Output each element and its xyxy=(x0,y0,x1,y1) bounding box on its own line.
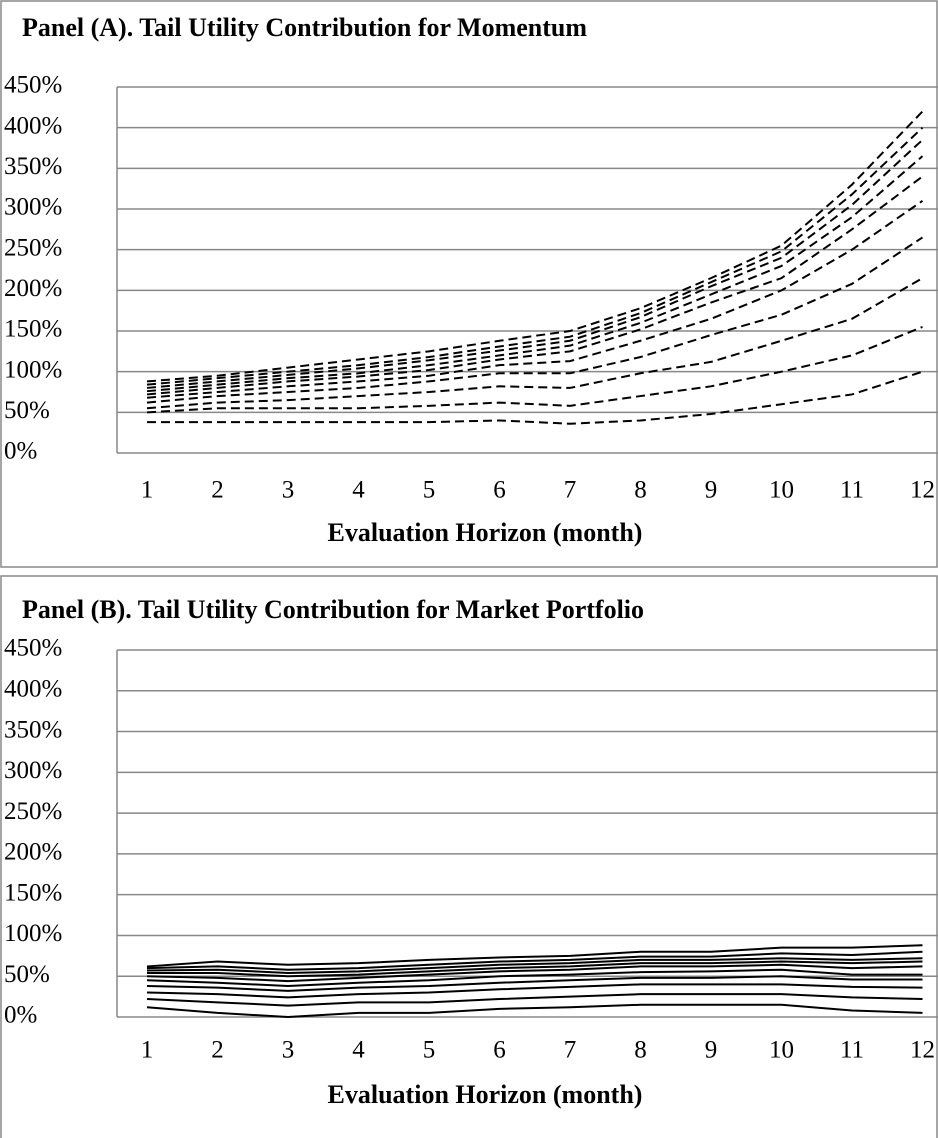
data-line xyxy=(147,960,923,978)
y-tick-label: 200% xyxy=(4,839,62,866)
x-tick-label: 1 xyxy=(141,1037,154,1064)
x-tick-label: 2 xyxy=(211,477,224,504)
y-tick-label: 350% xyxy=(4,153,62,180)
x-tick-label: 3 xyxy=(282,1037,295,1064)
chart-title: Panel (B). Tail Utility Contribution for… xyxy=(22,595,644,624)
y-tick-label: 450% xyxy=(4,635,62,662)
y-tick-label: 50% xyxy=(4,961,50,988)
data-line xyxy=(146,139,924,389)
x-tick-label: 10 xyxy=(769,1037,794,1064)
data-line xyxy=(146,950,923,971)
x-tick-label: 12 xyxy=(910,1037,935,1064)
chart-title: Panel (A). Tail Utility Contribution for… xyxy=(22,13,587,42)
x-tick-label: 5 xyxy=(423,1037,436,1064)
y-tick-label: 250% xyxy=(4,798,62,825)
y-tick-label: 200% xyxy=(4,275,62,302)
x-tick-label: 4 xyxy=(352,1037,365,1064)
y-tick-label: 0% xyxy=(4,438,37,465)
x-tick-label: 11 xyxy=(840,1037,864,1064)
y-tick-label: 100% xyxy=(4,920,62,947)
data-line xyxy=(146,1003,923,1019)
data-line xyxy=(146,968,923,988)
chart-panel: Panel (A). Tail Utility Contribution for… xyxy=(0,0,938,568)
x-tick-label: 6 xyxy=(493,477,506,504)
data-line xyxy=(146,963,923,983)
y-tick-label: 250% xyxy=(4,234,62,261)
data-line xyxy=(146,200,924,399)
y-tick-label: 450% xyxy=(4,72,62,99)
x-tick-label: 8 xyxy=(634,477,647,504)
x-tick-label: 1 xyxy=(141,477,154,504)
x-tick-label: 9 xyxy=(705,1037,718,1064)
x-axis-title: Evaluation Horizon (month) xyxy=(328,1080,643,1109)
x-tick-label: 7 xyxy=(564,477,577,504)
y-tick-label: 300% xyxy=(4,757,62,784)
y-tick-label: 150% xyxy=(4,879,62,906)
data-line xyxy=(146,993,923,1007)
y-tick-label: 400% xyxy=(4,676,62,703)
data-line xyxy=(146,326,923,414)
data-line xyxy=(146,175,924,396)
data-line xyxy=(146,110,924,383)
x-tick-label: 6 xyxy=(493,1037,506,1064)
panel-border xyxy=(0,0,938,568)
y-tick-label: 400% xyxy=(4,112,62,139)
data-line xyxy=(146,155,924,393)
x-tick-label: 3 xyxy=(282,477,295,504)
data-line xyxy=(146,126,924,386)
y-tick-label: 0% xyxy=(4,1002,37,1029)
x-tick-label: 9 xyxy=(705,477,718,504)
data-line xyxy=(146,957,923,974)
y-tick-label: 300% xyxy=(4,194,62,221)
x-tick-label: 12 xyxy=(910,477,935,504)
data-line xyxy=(146,277,923,410)
data-line xyxy=(146,975,923,992)
y-tick-label: 150% xyxy=(4,316,62,343)
y-tick-label: 50% xyxy=(4,397,50,424)
data-line xyxy=(146,236,924,404)
x-tick-label: 11 xyxy=(840,477,864,504)
x-tick-label: 7 xyxy=(564,1037,577,1064)
x-axis-title: Evaluation Horizon (month) xyxy=(328,518,643,547)
data-line xyxy=(146,983,923,999)
y-tick-label: 100% xyxy=(4,356,62,383)
x-tick-label: 4 xyxy=(352,477,365,504)
y-tick-label: 350% xyxy=(4,716,62,743)
panel-border xyxy=(0,575,938,1138)
x-tick-label: 2 xyxy=(211,1037,224,1064)
data-line xyxy=(147,370,923,425)
chart-panel: Panel (B). Tail Utility Contribution for… xyxy=(0,575,938,1138)
x-tick-label: 8 xyxy=(634,1037,647,1064)
data-line xyxy=(146,944,923,968)
x-tick-label: 10 xyxy=(769,477,794,504)
x-tick-label: 5 xyxy=(423,477,436,504)
